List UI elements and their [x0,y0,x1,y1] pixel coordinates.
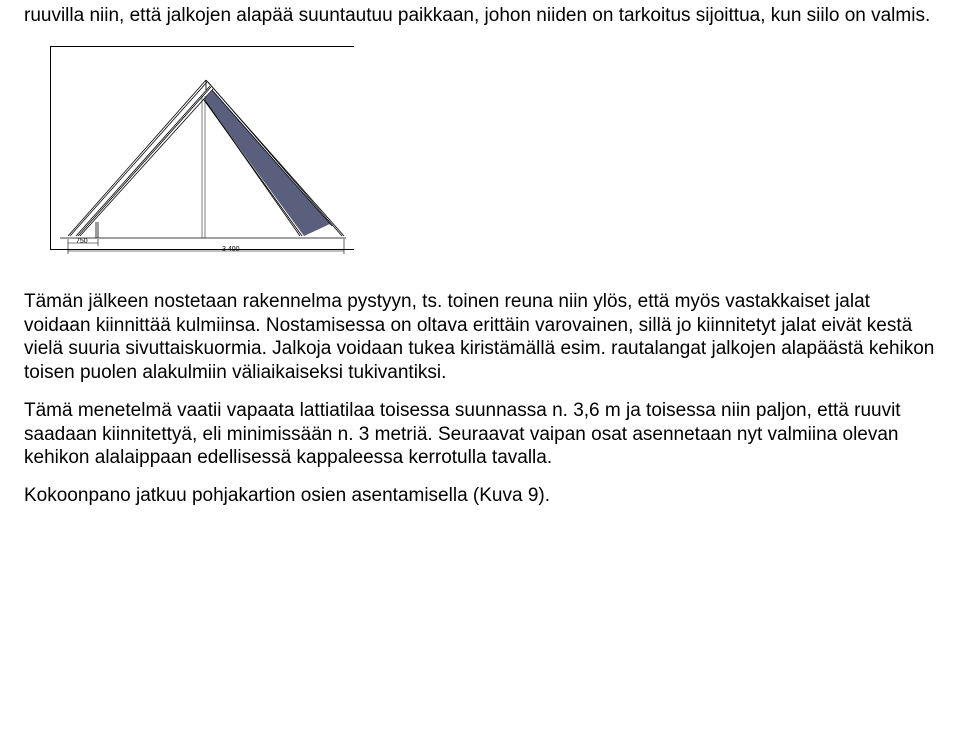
paragraph-2: Tämän jälkeen nostetaan rakennelma pysty… [24,290,936,385]
paragraph-4: Kokoonpano jatkuu pohjakartion osien ase… [24,484,936,508]
paragraph-3: Tämä menetelmä vaatii vapaata lattiatila… [24,399,936,470]
aframe-diagram [42,46,362,266]
diagram-frame: 750 3 400 [42,46,362,266]
left-rafter [68,80,213,236]
document-page: ruuvilla niin, että jalkojen alapää suun… [0,4,960,546]
dim-label-small: 750 [76,238,88,245]
right-rafter-fill [204,90,330,236]
dim-large [68,239,344,254]
paragraph-1: ruuvilla niin, että jalkojen alapää suun… [24,4,936,28]
diagram-container: 750 3 400 [42,46,936,266]
right-rafter-outline [204,80,344,236]
dim-label-large: 3 400 [222,246,240,253]
